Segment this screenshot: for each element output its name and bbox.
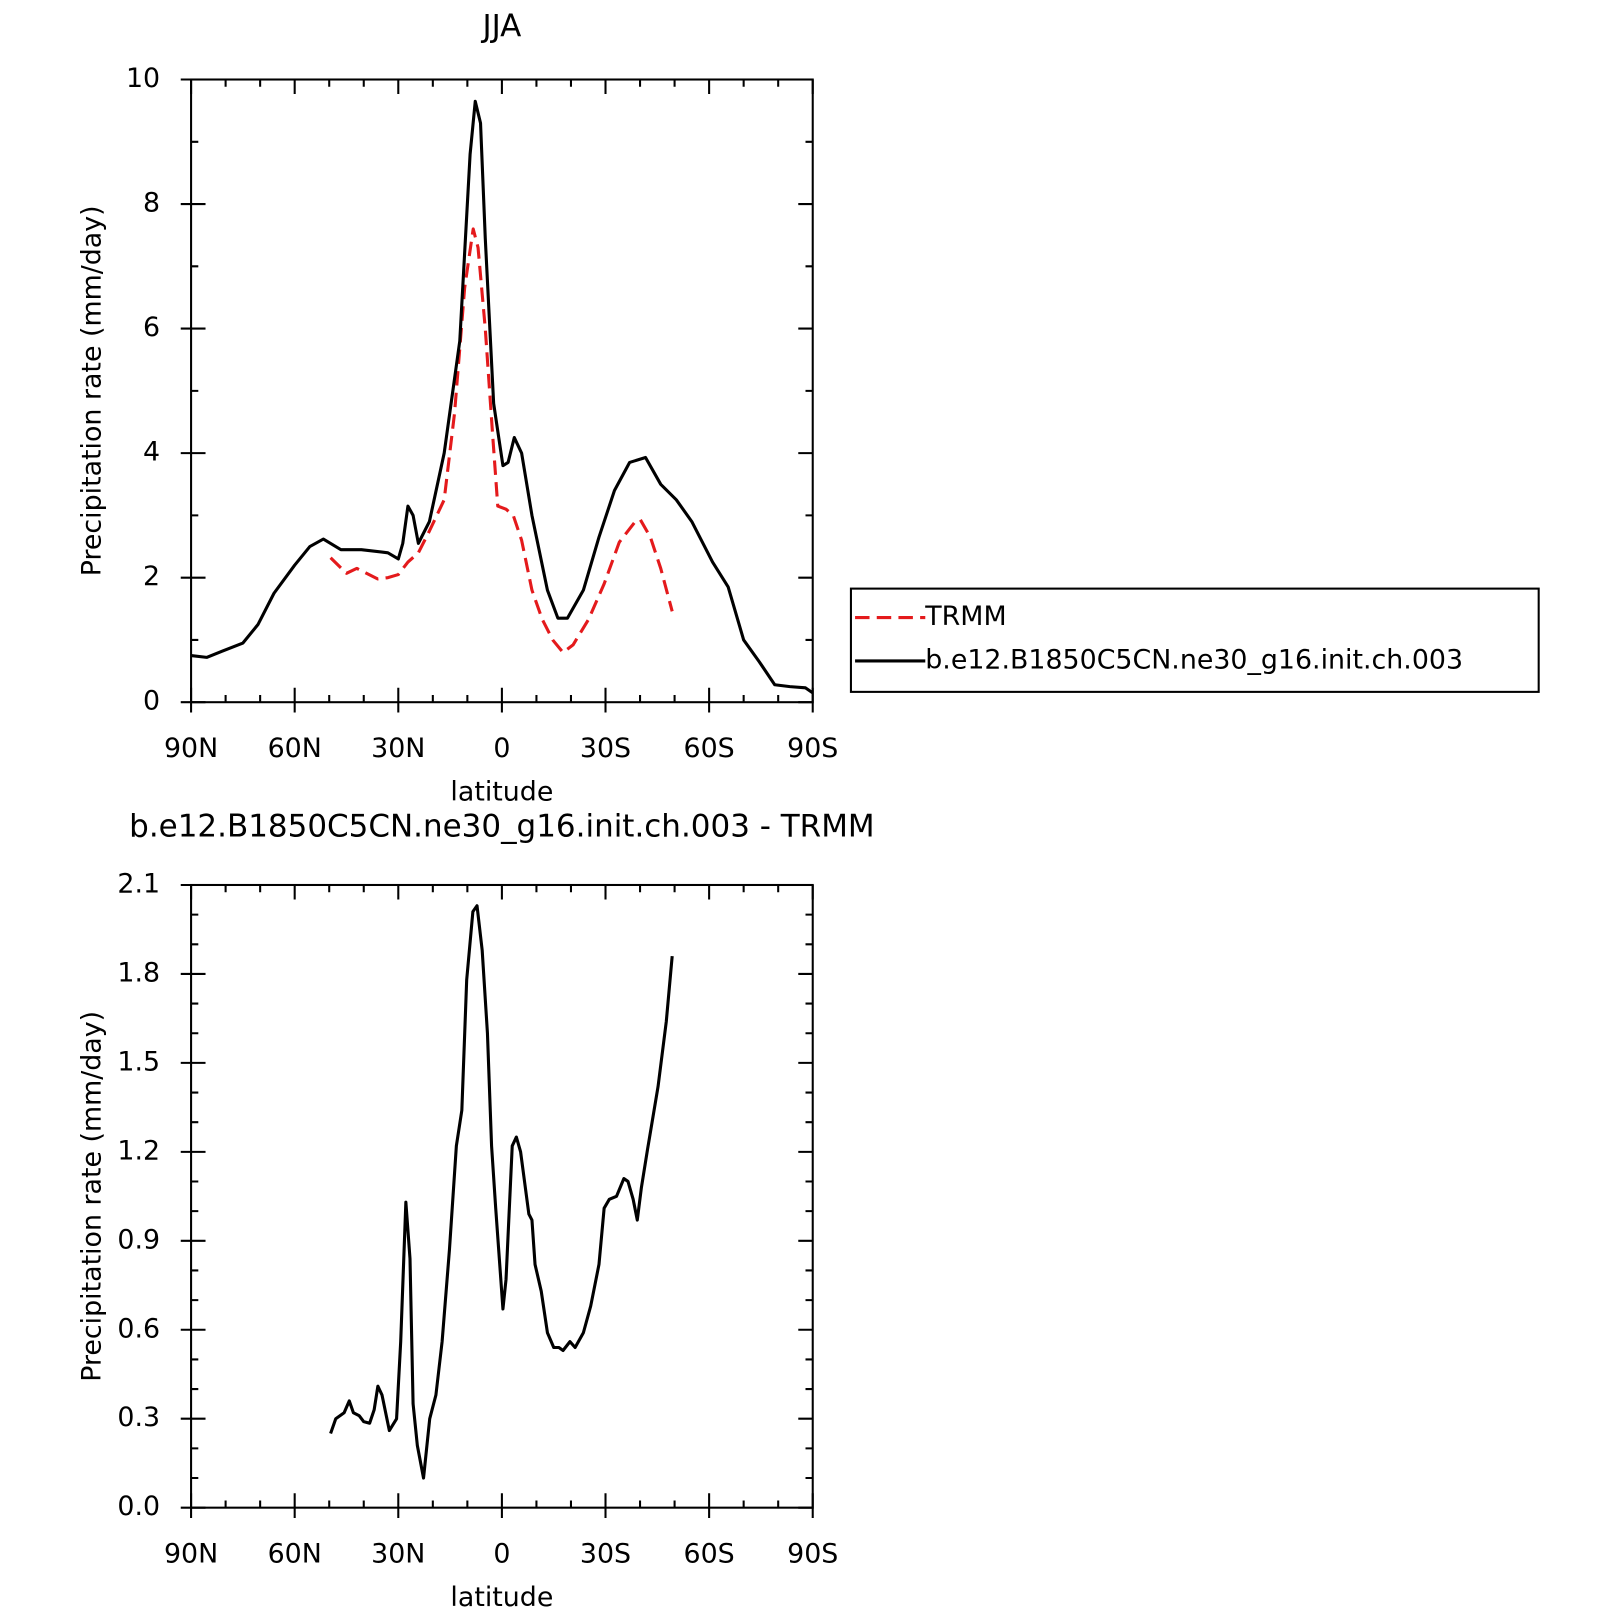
y-tick-label: 1.5 <box>117 1046 160 1077</box>
y-tick-label: 0.0 <box>117 1491 160 1522</box>
x-tick-label: 30N <box>371 1539 425 1570</box>
x-tick-label: 60N <box>268 733 322 764</box>
x-tick-label: 90N <box>164 733 218 764</box>
line-series <box>329 227 674 654</box>
x-tick-label: 30N <box>371 733 425 764</box>
y-tick-label: 8 <box>143 188 160 219</box>
y-tick-label: 0.9 <box>117 1224 160 1255</box>
y-tick-label: 0 <box>143 686 160 717</box>
x-tick-label: 60S <box>684 1539 735 1570</box>
y-tick-label: 6 <box>143 312 160 343</box>
plot-frame <box>190 78 814 704</box>
x-tick-label: 30S <box>580 733 631 764</box>
x-tick-label: 0 <box>493 733 510 764</box>
y-axis-label: Precipitation rate (mm/day) <box>76 205 107 576</box>
line-series <box>190 99 814 695</box>
x-tick-label: 60N <box>268 1539 322 1570</box>
chart-title: b.e12.B1850C5CN.ne30_g16.init.ch.003 - T… <box>129 809 874 845</box>
legend-label: TRMM <box>924 601 1006 632</box>
y-tick-label: 10 <box>126 63 160 94</box>
x-tick-label: 90S <box>787 1539 838 1570</box>
line-series <box>329 904 674 1480</box>
plot-frame <box>190 883 814 1509</box>
y-tick-label: 0.6 <box>117 1313 160 1344</box>
x-tick-label: 90S <box>787 733 838 764</box>
y-tick-label: 2 <box>143 561 160 592</box>
x-tick-label: 90N <box>164 1539 218 1570</box>
x-tick-label: 60S <box>684 733 735 764</box>
y-tick-label: 1.8 <box>117 957 160 988</box>
x-axis-label: latitude <box>450 777 553 808</box>
x-tick-label: 0 <box>493 1539 510 1570</box>
chart-title: JJA <box>480 8 521 44</box>
y-axis-label: Precipitation rate (mm/day) <box>76 1011 107 1382</box>
y-tick-label: 2.1 <box>117 868 160 899</box>
legend-label: b.e12.B1850C5CN.ne30_g16.init.ch.003 <box>925 644 1463 675</box>
legend-box <box>849 587 1540 693</box>
x-tick-label: 30S <box>580 1539 631 1570</box>
y-tick-label: 1.2 <box>117 1135 160 1166</box>
y-tick-label: 0.3 <box>117 1402 160 1433</box>
x-axis-label: latitude <box>450 1582 553 1613</box>
y-tick-label: 4 <box>143 437 160 468</box>
